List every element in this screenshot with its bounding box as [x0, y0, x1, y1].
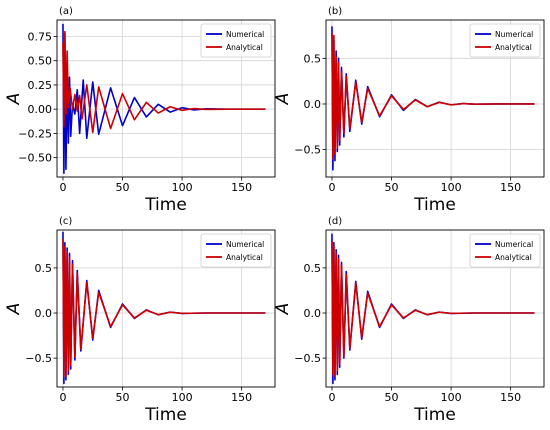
y-tick-label: 0.5: [304, 262, 322, 275]
panel-label: (b): [328, 6, 342, 17]
legend: Numerical Analytical: [469, 233, 541, 268]
plot-frame: [325, 19, 545, 178]
y-axis-label: A: [273, 93, 293, 106]
legend-box: [200, 233, 272, 268]
x-tick-label: 50: [116, 181, 130, 194]
x-tick-label: 150: [231, 181, 252, 194]
y-tick-label: −0.25: [18, 127, 52, 140]
legend-label-analytical: Analytical: [226, 253, 263, 262]
y-tick-label: 0.0: [304, 307, 322, 320]
panel-d: 0 50 100 150 −0.5 0.0 0.5 Time A (d) Numerical Anal…: [273, 216, 545, 425]
legend-label-numerical: Numerical: [495, 240, 533, 249]
legend-label-analytical: Analytical: [495, 43, 532, 52]
y-tick-label: 0.0: [35, 307, 53, 320]
x-tick-label: 0: [328, 181, 335, 194]
legend: Numerical Analytical: [469, 23, 541, 58]
series-line-analytical: [62, 239, 266, 377]
x-tick-label: 100: [172, 181, 193, 194]
series-line-analytical: [331, 240, 535, 377]
panel-label: (d): [328, 216, 342, 227]
panel-b: 0 50 100 150 −0.5 0.0 0.5 Time A (b) Numerical Anal…: [273, 6, 545, 215]
legend-label-analytical: Analytical: [226, 43, 263, 52]
y-tick-label: 0.5: [304, 52, 322, 65]
x-axis-label: Time: [413, 405, 456, 425]
series-line-analytical: [331, 32, 535, 160]
x-axis-label: Time: [144, 195, 187, 215]
legend: Numerical Analytical: [200, 23, 272, 58]
y-axis-label: A: [273, 303, 293, 316]
panel-c: 0 50 100 150 −0.5 0.0 0.5 Time A (c) Numerical Anal…: [4, 216, 276, 425]
legend-label-numerical: Numerical: [226, 240, 264, 249]
y-tick-label: −0.5: [294, 144, 321, 157]
y-tick-label: 0.0: [304, 98, 322, 111]
x-tick-label: 0: [328, 391, 335, 404]
panel-label: (c): [59, 216, 72, 227]
x-tick-label: 150: [231, 391, 252, 404]
legend: Numerical Analytical: [200, 233, 272, 268]
panel-label: (a): [59, 6, 73, 17]
x-tick-label: 50: [385, 391, 399, 404]
legend-label-numerical: Numerical: [495, 30, 533, 39]
x-axis-label: Time: [413, 195, 456, 215]
plot-frame: [56, 229, 276, 388]
x-tick-label: 150: [500, 391, 521, 404]
x-tick-label: 100: [441, 391, 462, 404]
y-tick-label: −0.5: [25, 352, 52, 365]
y-tick-label: 0.5: [35, 262, 53, 275]
y-tick-label: −0.50: [18, 152, 52, 165]
legend-label-numerical: Numerical: [226, 30, 264, 39]
y-tick-label: −0.5: [294, 352, 321, 365]
y-tick-label: 0.00: [28, 103, 53, 116]
panel-a: 0 50 100 150 −0.50 −0.25 0.00 0.25 0.50 0.75 Time A…: [4, 6, 276, 215]
y-tick-label: 0.75: [28, 30, 53, 43]
legend-box: [469, 233, 541, 268]
plot-frame: [56, 19, 276, 178]
x-tick-label: 100: [441, 181, 462, 194]
y-axis-label: A: [4, 93, 24, 106]
y-axis-label: A: [4, 303, 24, 316]
x-tick-label: 50: [385, 181, 399, 194]
x-tick-label: 0: [59, 391, 66, 404]
series-line-analytical: [62, 30, 266, 134]
x-tick-label: 150: [500, 181, 521, 194]
x-tick-label: 0: [59, 181, 66, 194]
plot-frame: [325, 229, 545, 388]
x-tick-label: 50: [116, 391, 130, 404]
y-tick-label: 0.25: [28, 79, 53, 92]
x-axis-label: Time: [144, 405, 187, 425]
legend-label-analytical: Analytical: [495, 253, 532, 262]
y-tick-label: 0.50: [28, 55, 53, 68]
x-tick-label: 100: [172, 391, 193, 404]
legend-box: [200, 23, 272, 58]
legend-box: [469, 23, 541, 58]
